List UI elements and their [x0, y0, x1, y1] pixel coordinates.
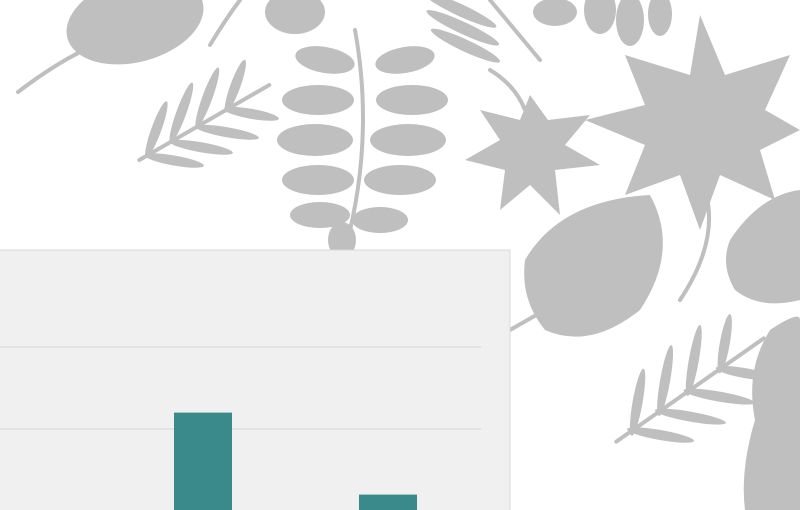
chart-panel [0, 250, 510, 510]
body: (() => { const data = JSON.parse(documen… [0, 0, 800, 510]
bar [174, 413, 232, 510]
scene [0, 0, 800, 510]
page: Chart over leaf background {"chart_data"… [0, 0, 800, 510]
bar [359, 495, 417, 510]
